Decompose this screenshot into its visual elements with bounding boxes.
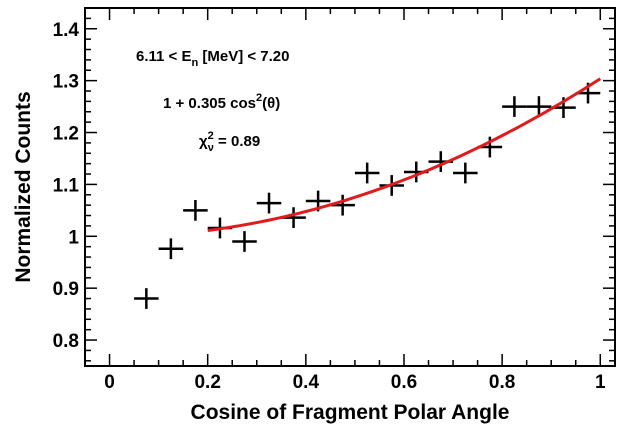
tick-marks [85, 7, 615, 366]
y-tick-label: 1.1 [53, 175, 80, 196]
data-point [354, 162, 380, 184]
data-point [232, 231, 257, 252]
y-tick-label: 0.9 [53, 279, 79, 300]
tick-labels: 0 0.2 0.4 0.6 0.8 1 0.8 0.9 1 1.1 1.2 1.3 1.4 [53, 20, 606, 393]
y-tick-label: 0.8 [53, 331, 79, 352]
data-points [134, 82, 601, 309]
x-tick-label: 1 [595, 372, 606, 393]
plot-frame [84, 7, 616, 367]
y-tick-label: 1.2 [53, 124, 79, 145]
x-tick-label: 0.2 [194, 372, 220, 393]
data-point [526, 96, 552, 117]
data-point [183, 199, 208, 221]
x-axis-label: Cosine of Fragment Polar Angle [191, 401, 510, 424]
fit-formula-annotation: 1 + 0.305 cos2(θ) [163, 92, 280, 112]
data-point [453, 162, 478, 184]
x-tick-label: 0.6 [391, 372, 417, 393]
data-point [256, 192, 282, 214]
data-point [134, 288, 159, 309]
chi2-annotation: χ2 ν = 0.89 [199, 130, 260, 154]
x-tick-label: 0.4 [293, 372, 320, 393]
energy-range-annotation: 6.11 < En [MeV] < 7.20 [136, 48, 290, 69]
data-point [502, 96, 527, 117]
y-tick-label: 1.3 [53, 72, 79, 93]
data-point [330, 194, 355, 216]
x-tick-label: 0.8 [489, 372, 515, 393]
x-tick-label: 0 [104, 372, 115, 393]
fit-curve [207, 77, 602, 232]
data-point [158, 238, 184, 260]
y-tick-label: 1 [68, 227, 79, 248]
y-tick-label: 1.4 [53, 20, 80, 41]
y-axis-label: Normalized Counts [12, 91, 35, 282]
